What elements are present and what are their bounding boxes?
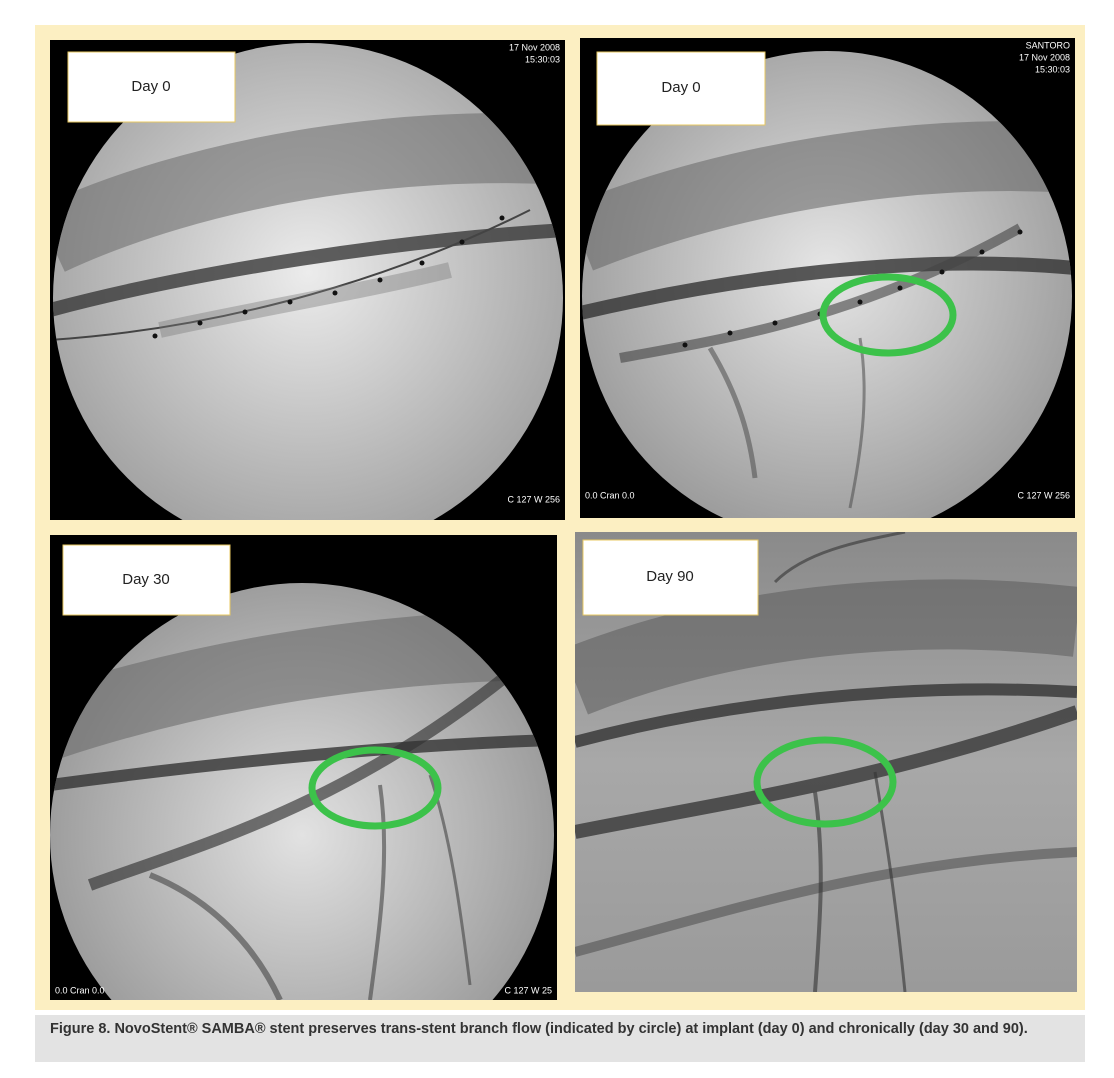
overlay-text: 15:30:03 [1035, 64, 1070, 74]
angiogram-day0-b: Day 0 SANTORO 17 Nov 2008 15:30:03 0.0 C… [580, 38, 1075, 518]
overlay-text: SANTORO [1026, 40, 1070, 50]
panel-label: Day 0 [661, 79, 700, 96]
vessels [582, 121, 1072, 509]
highlight-circle [819, 273, 957, 357]
angiogram-day0-a: Day 0 17 Nov 2008 15:30:03 C 127 W 256 [50, 40, 565, 520]
label-box [67, 51, 236, 123]
label-box [582, 539, 759, 616]
vessels [575, 532, 1077, 992]
overlay-text: 0.0 Cran 0.0 [585, 490, 635, 500]
overlay-text: C 127 W 25 [504, 985, 552, 995]
highlight-circle [753, 736, 897, 828]
vessels [53, 113, 563, 341]
overlay-text: C 127 W 256 [507, 494, 560, 504]
caption: Figure 8. NovoStent® SAMBA® stent preser… [50, 1021, 1028, 1037]
angiogram-day30: Day 30 0.0 Cran 0.0 C 127 W 25 [50, 535, 557, 1000]
angiogram-day90: Day 90 [575, 532, 1077, 992]
panel-label: Day 90 [646, 568, 694, 585]
overlay-text: 15:30:03 [525, 54, 560, 64]
panel-label: Day 30 [122, 571, 170, 588]
label-box [596, 51, 766, 126]
label-box [62, 544, 231, 616]
overlay-text: C 127 W 256 [1017, 490, 1070, 500]
caption-band: Figure 8. NovoStent® SAMBA® stent preser… [35, 1015, 1085, 1062]
overlay-text: 17 Nov 2008 [1019, 52, 1070, 62]
panel-label: Day 0 [131, 78, 170, 95]
overlay-text: 17 Nov 2008 [509, 42, 560, 52]
highlight-circle [308, 746, 442, 830]
overlay-text: 0.0 Cran 0.0 [55, 985, 105, 995]
